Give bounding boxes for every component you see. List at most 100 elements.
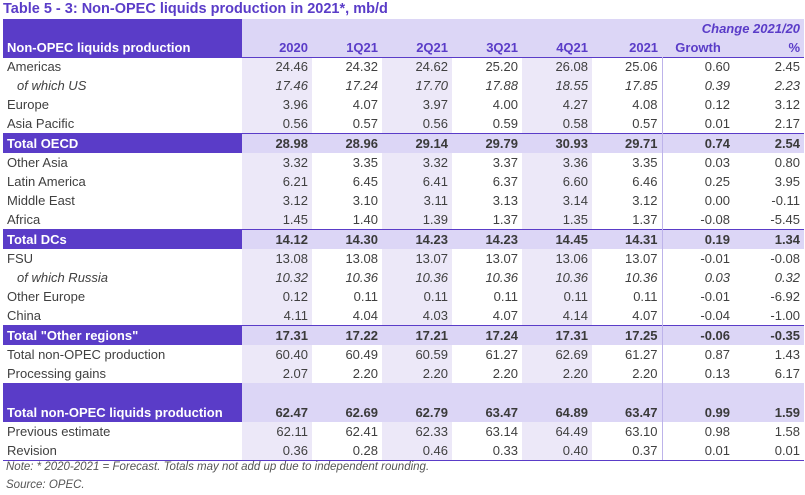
table-cell: 0.33 [452, 441, 522, 461]
table-cell: 3.32 [382, 153, 452, 172]
table-cell: 13.07 [382, 249, 452, 268]
table-cell: 0.60 [662, 56, 735, 76]
table-cell: 0.01 [662, 441, 735, 461]
table-cell: 2.17 [774, 115, 801, 131]
table-cell: 17.46 [242, 76, 312, 95]
row-label: Latin America [7, 174, 86, 189]
table-cell: 6.37 [492, 174, 518, 189]
table-cell: 10.36 [345, 270, 378, 285]
table-cell: 0.40 [522, 441, 592, 461]
table-row: Total non-OPEC liquids production 62.47 62… [3, 383, 805, 422]
table-cell: -0.01 [700, 251, 731, 266]
table-cell: 10.36 [485, 270, 518, 285]
table-cell: 10.36 [382, 268, 452, 287]
table-cell: 1.45 [242, 210, 312, 229]
table-cell: 0.98 [704, 424, 731, 439]
table-cell: 1.58 [774, 424, 801, 439]
table-cell: 17.88 [485, 78, 518, 93]
table-cell: 0.56 [382, 114, 452, 133]
table-cell: 0.03 [704, 155, 731, 170]
table-cell: 64.89 [522, 383, 592, 422]
table-cell: 62.69 [522, 345, 592, 364]
table-cell: 4.07 [592, 306, 663, 325]
table-cell: 4.07 [352, 97, 378, 112]
table-cell: 6.17 [774, 366, 801, 381]
table-cell: 63.10 [592, 422, 663, 441]
table-row: Processing gains 2.07 2.20 2.20 2.20 2.20 2.20… [3, 364, 804, 383]
table-cell: 2.07 [242, 364, 312, 383]
table-cell: 0.87 [704, 347, 731, 362]
change-header: Change 2021/20 [662, 19, 805, 38]
table-row: Africa 1.45 1.40 1.39 1.37 1.35 1.37 -0.08 -5.45 [3, 210, 804, 229]
table-cell: -1.00 [770, 307, 801, 323]
table-cell: 24.62 [382, 56, 452, 76]
row-label-header: Non-OPEC liquids production [3, 38, 242, 57]
table-cell: 0.11 [353, 289, 378, 304]
table-cell: 0.80 [774, 155, 801, 170]
table-cell: 6.21 [242, 172, 312, 191]
table-cell: 24.46 [242, 56, 312, 76]
table-cell: 2.20 [522, 364, 592, 383]
row-label: Americas [3, 56, 242, 76]
col-header-2020: 2020 [242, 38, 312, 57]
table-cell: 24.32 [312, 56, 382, 76]
header-blank-cell [3, 19, 242, 38]
table-cell: 1.37 [492, 211, 518, 227]
col-header-2021: 2021 [592, 38, 663, 57]
table-cell: 63.47 [452, 383, 522, 422]
table-cell: 1.40 [352, 211, 378, 227]
table-cell: -0.06 [662, 324, 735, 345]
table-cell: 4.27 [522, 95, 592, 114]
table-cell: 3.35 [592, 153, 663, 172]
table-cell: 64.49 [522, 422, 592, 441]
table-cell: 4.04 [352, 307, 378, 323]
table-cell: 3.10 [352, 193, 378, 208]
table-cell: 3.14 [522, 191, 592, 210]
row-label: Total OECD [3, 132, 242, 153]
table-cell: -5.45 [770, 211, 801, 227]
table-row: Total OECD 28.98 28.96 29.14 29.79 30.93 29.71… [3, 132, 805, 153]
table-cell: 0.37 [592, 441, 663, 461]
row-label: Other Asia [7, 155, 68, 170]
row-label: of which Russia [17, 270, 109, 285]
table-row: of which Russia 10.32 10.36 10.36 10.36 10.36… [3, 268, 804, 287]
table-cell: 1.59 [734, 383, 805, 422]
table-cell: 6.45 [352, 174, 378, 189]
row-label: Revision [3, 441, 242, 461]
table-cell: 0.11 [382, 287, 452, 306]
table-cell: -0.08 [770, 251, 801, 266]
table-cell: 4.11 [242, 306, 312, 325]
table-cell: 2.45 [734, 56, 805, 76]
table-cell: 14.31 [592, 228, 663, 249]
table-cell: 0.59 [492, 115, 518, 131]
table-cell: 28.96 [312, 132, 382, 153]
table-row: Other Europe 0.12 0.11 0.11 0.11 0.11 0.11 -0.0… [3, 287, 804, 306]
table-cell: 60.49 [345, 347, 378, 362]
table-cell: 0.11 [592, 287, 663, 306]
table-cell: 3.97 [382, 95, 452, 114]
row-label: of which US [17, 78, 87, 93]
table-cell: 0.11 [493, 289, 518, 304]
table-cell: 0.00 [704, 193, 731, 208]
table-cell: 2.20 [492, 366, 518, 381]
table-cell: 61.27 [485, 347, 518, 362]
table-cell: 0.11 [522, 287, 592, 306]
row-label: Africa [7, 211, 41, 227]
table-cell: 3.95 [774, 174, 801, 189]
table-row: Total "Other regions" 17.31 17.22 17.21 17.2… [3, 324, 805, 345]
table-row: Latin America 6.21 6.45 6.41 6.37 6.60 6.46 0.2… [3, 172, 804, 191]
table-cell: 0.99 [662, 383, 735, 422]
row-label: Total DCs [3, 228, 242, 249]
row-label: Total non-OPEC liquids production [3, 383, 242, 422]
table-row: Americas 24.46 24.32 24.62 25.20 26.08 25.06 0.… [3, 56, 805, 76]
table-cell: 25.06 [592, 56, 663, 76]
table-cell: 0.56 [242, 114, 312, 133]
table-cell: -0.04 [700, 307, 731, 323]
table-cell: 4.08 [592, 95, 663, 114]
table-cell: 29.79 [452, 132, 522, 153]
table-cell: 17.24 [345, 78, 378, 93]
table-cell: 10.36 [522, 268, 592, 287]
table-cell: 6.46 [592, 172, 663, 191]
table-row: Europe 3.96 4.07 3.97 4.00 4.27 4.08 0.12 3.12 [3, 95, 804, 114]
table-row: Other Asia 3.32 3.35 3.32 3.37 3.36 3.35 0.03 0.… [3, 153, 804, 172]
